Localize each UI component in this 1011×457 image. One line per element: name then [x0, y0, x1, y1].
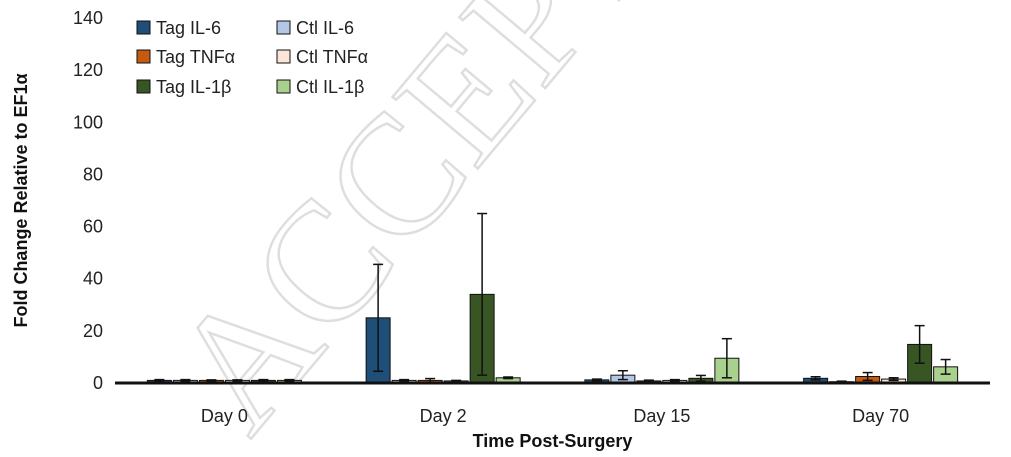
error-bar-tag-il-6-day-2	[373, 263, 384, 373]
x-tick-label-day-0: Day 0	[201, 406, 248, 426]
error-bar-tag-il-6-day-15	[591, 378, 602, 382]
legend-item-ctl-il-6: Ctl IL-6	[276, 18, 354, 38]
y-tick-label: 60	[83, 217, 103, 237]
y-tick-label: 20	[83, 321, 103, 341]
error-bar-ctl-il-6-day-15	[617, 369, 628, 381]
y-tick-label: 120	[73, 60, 103, 80]
error-bar-tag-il-1-day-0	[258, 378, 269, 382]
error-bar-ctl-il-6-day-0	[180, 378, 191, 382]
error-bar-tag-il-1-day-15	[695, 374, 706, 382]
x-axis-title: Time Post-Surgery	[473, 431, 633, 451]
y-tick-label: 100	[73, 112, 103, 132]
error-bar-ctl-il-1-day-70	[940, 358, 951, 375]
error-bar-ctl-tnf-day-70	[888, 377, 899, 382]
x-tick-label-day-70: Day 70	[852, 406, 909, 426]
legend-item-tag-tnf: Tag TNFα	[136, 47, 235, 67]
legend-item-tag-il-1: Tag IL-1β	[136, 77, 231, 97]
x-tick-label-day-2: Day 2	[420, 406, 467, 426]
legend-swatch	[276, 49, 291, 64]
error-bar-tag-il-1-day-2	[477, 212, 488, 376]
legend-label: Tag TNFα	[156, 47, 235, 67]
legend-label: Tag IL-6	[156, 18, 221, 38]
error-bar-ctl-il-1-day-2	[503, 376, 514, 380]
y-axis-title: Fold Change Relative to EF1α	[11, 73, 31, 327]
error-bar-ctl-il-1-day-15	[721, 337, 732, 379]
legend-swatch	[276, 20, 291, 35]
legend-label: Ctl IL-6	[296, 18, 354, 38]
legend: Tag IL-6 Ctl IL-6 Tag TNFα Ctl TNFα Tag IL-1…	[136, 18, 368, 97]
error-bar-tag-tnf-day-70	[862, 371, 873, 382]
error-bar-ctl-tnf-day-15	[669, 378, 680, 382]
legend-swatch	[136, 20, 151, 35]
error-bar-tag-il-6-day-0	[154, 378, 165, 382]
error-bar-ctl-il-1-day-0	[284, 378, 295, 382]
watermark: ACCEPTED MANUSCRIPT	[134, 0, 1011, 457]
legend-item-tag-il-6: Tag IL-6	[136, 18, 221, 38]
legend-item-ctl-tnf: Ctl TNFα	[276, 47, 368, 67]
x-tick-label-day-15: Day 15	[633, 406, 690, 426]
legend-label: Tag IL-1β	[156, 77, 231, 97]
legend-swatch	[136, 79, 151, 94]
legend-swatch	[136, 49, 151, 64]
y-tick-label: 140	[73, 8, 103, 28]
legend-item-ctl-il-1: Ctl IL-1β	[276, 77, 364, 97]
error-bar-ctl-tnf-day-0	[232, 379, 243, 382]
error-bar-ctl-tnf-day-2	[451, 379, 462, 383]
y-tick-label: 0	[93, 373, 103, 393]
error-bar-tag-il-6-day-70	[810, 375, 821, 381]
error-bar-ctl-il-6-day-2	[399, 378, 410, 382]
error-bar-tag-tnf-day-0	[206, 379, 217, 382]
error-bar-tag-il-1-day-70	[914, 324, 925, 364]
y-tick-label: 80	[83, 164, 103, 184]
legend-swatch	[276, 79, 291, 94]
y-tick-label: 40	[83, 269, 103, 289]
legend-label: Ctl TNFα	[296, 47, 368, 67]
legend-label: Ctl IL-1β	[296, 77, 364, 97]
